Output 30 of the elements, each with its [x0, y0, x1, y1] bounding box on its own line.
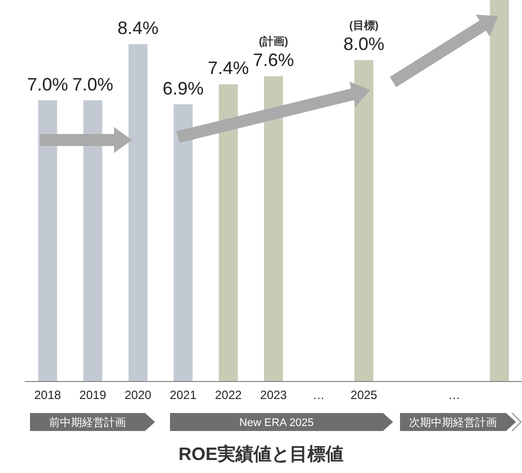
- bar: [128, 44, 148, 381]
- x-tick-label: 2019: [79, 388, 106, 402]
- banner: 次期中期経営計画: [400, 412, 522, 432]
- x-tick-label: …: [448, 388, 460, 402]
- x-tick-label: 2022: [214, 388, 242, 402]
- bar: [218, 84, 238, 381]
- x-tick-label: 2025: [350, 388, 378, 402]
- x-tick-label: 2020: [124, 388, 152, 402]
- data-label: 7.6%: [252, 50, 294, 70]
- banner: New ERA 2025: [170, 413, 393, 431]
- annotation: (計画): [258, 35, 288, 48]
- bar: [38, 100, 58, 381]
- annotation: (目標): [349, 19, 379, 32]
- x-tick-label: …: [312, 388, 325, 402]
- data-label: 7.4%: [208, 58, 249, 78]
- data-label: 8.0%: [343, 34, 384, 54]
- bar: [354, 60, 374, 381]
- data-label: 8.4%: [117, 18, 158, 38]
- bar: [264, 76, 283, 381]
- banner: 前中期経営計画: [30, 413, 155, 431]
- x-tick-label: 2021: [170, 388, 197, 402]
- data-label: 7.0%: [72, 74, 114, 94]
- data-label: 6.9%: [162, 78, 204, 98]
- bar: [83, 100, 102, 381]
- text: ROE実績値と目標値: [178, 444, 344, 464]
- bar: [174, 104, 193, 381]
- x-tick-label: 2023: [260, 388, 288, 402]
- bar: [490, 0, 509, 381]
- x-tick-label: 2018: [34, 388, 62, 402]
- data-label: 7.0%: [27, 74, 68, 94]
